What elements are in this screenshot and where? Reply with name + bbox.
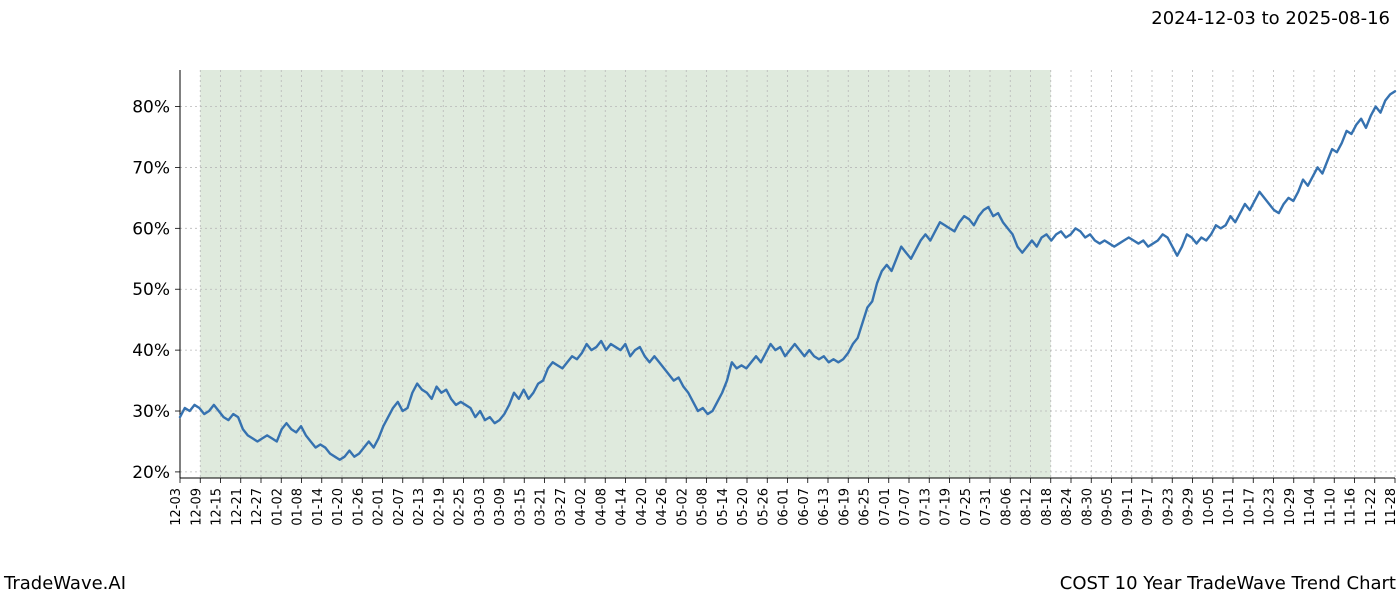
xtick-label: 02-07	[392, 488, 407, 526]
xtick-label: 04-26	[655, 488, 670, 526]
xtick-label: 03-21	[534, 488, 549, 526]
ytick-label: 30%	[132, 402, 170, 422]
xtick-label: 09-11	[1121, 488, 1136, 526]
ytick-label: 80%	[132, 98, 170, 118]
xtick-label: 02-13	[412, 488, 427, 526]
xtick-label: 11-10	[1323, 488, 1338, 526]
ytick-label: 70%	[132, 158, 170, 178]
ytick-label: 50%	[132, 280, 170, 300]
xtick-label: 03-27	[554, 488, 569, 526]
xtick-label: 07-07	[898, 488, 913, 526]
xtick-label: 07-13	[918, 488, 933, 526]
xtick-label: 09-17	[1141, 488, 1156, 526]
xtick-label: 12-15	[210, 488, 225, 526]
xtick-label: 08-12	[1020, 488, 1035, 526]
xtick-label: 11-16	[1344, 488, 1359, 526]
xtick-label: 07-31	[979, 488, 994, 526]
xtick-label: 11-22	[1364, 488, 1379, 526]
xtick-label: 08-06	[999, 488, 1014, 526]
xtick-label: 07-19	[939, 488, 954, 526]
xtick-label: 02-19	[432, 488, 447, 526]
ytick-label: 60%	[132, 219, 170, 239]
xtick-label: 10-23	[1263, 488, 1278, 526]
xtick-label: 09-23	[1161, 488, 1176, 526]
xtick-label: 01-14	[311, 488, 326, 526]
xtick-label: 07-01	[878, 488, 893, 526]
xtick-label: 03-09	[493, 488, 508, 526]
xtick-label: 03-15	[513, 488, 528, 526]
xtick-label: 05-14	[716, 488, 731, 526]
xtick-label: 06-07	[797, 488, 812, 526]
xtick-label: 09-05	[1101, 488, 1116, 526]
xtick-label: 02-01	[372, 488, 387, 526]
ytick-label: 20%	[132, 463, 170, 483]
xtick-label: 06-01	[777, 488, 792, 526]
ytick-label: 40%	[132, 341, 170, 361]
xtick-label: 12-09	[189, 488, 204, 526]
xtick-label: 05-20	[736, 488, 751, 526]
xtick-label: 05-08	[696, 488, 711, 526]
xtick-label: 10-05	[1202, 488, 1217, 526]
trend-chart: 12-03 12-09 12-15 12-21 12-27 01-02 01-08 01-14…	[0, 0, 1400, 600]
xtick-label: 12-03	[169, 488, 184, 526]
xtick-label: 08-30	[1080, 488, 1095, 526]
xtick-label: 01-08	[291, 488, 306, 526]
xtick-label: 04-14	[615, 488, 630, 526]
xtick-label: 04-08	[594, 488, 609, 526]
xtick-label: 10-29	[1283, 488, 1298, 526]
xtick-label: 11-28	[1384, 488, 1399, 526]
xtick-label: 01-02	[270, 488, 285, 526]
xtick-label: 07-25	[959, 488, 974, 526]
xtick-label: 11-04	[1303, 488, 1318, 526]
xtick-label: 05-26	[756, 488, 771, 526]
xtick-label: 05-02	[675, 488, 690, 526]
xtick-label: 08-24	[1060, 488, 1075, 526]
xtick-label: 09-29	[1182, 488, 1197, 526]
xtick-label: 04-20	[635, 488, 650, 526]
xtick-label: 06-13	[817, 488, 832, 526]
xtick-label: 08-18	[1040, 488, 1055, 526]
xtick-label: 03-03	[473, 488, 488, 526]
xtick-label: 06-25	[858, 488, 873, 526]
xtick-label: 12-27	[250, 488, 265, 526]
xtick-label: 04-02	[574, 488, 589, 526]
xtick-label: 06-19	[837, 488, 852, 526]
xtick-label: 01-26	[351, 488, 366, 526]
xtick-label: 01-20	[331, 488, 346, 526]
xtick-label: 10-11	[1222, 488, 1237, 526]
xtick-label: 12-21	[230, 488, 245, 526]
xtick-label: 02-25	[453, 488, 468, 526]
xtick-label: 10-17	[1242, 488, 1257, 526]
